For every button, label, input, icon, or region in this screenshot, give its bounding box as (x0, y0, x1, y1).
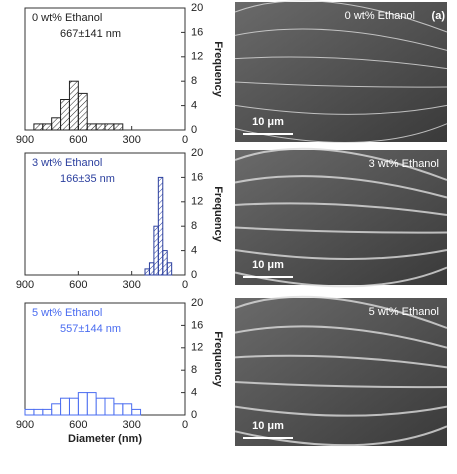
histogram-bar (51, 117, 62, 131)
plot-frame (24, 302, 186, 416)
x-tick-label: 600 (69, 419, 87, 431)
micrograph-label: 5 wt% Ethanol (369, 306, 439, 318)
y-tick-label: 0 (191, 409, 197, 421)
annotation: 166±35 nm (60, 173, 115, 185)
scale-bar-label: 10 μm (252, 116, 284, 128)
y-tick-label: 20 (191, 297, 203, 309)
y-tick-label: 8 (191, 75, 197, 87)
fiber (234, 325, 448, 349)
fiber (234, 381, 448, 389)
histogram-bar (157, 176, 164, 276)
y-tick-label: 16 (191, 26, 203, 38)
x-tick-label: 300 (122, 419, 140, 431)
fiber (234, 175, 448, 199)
x-tick-label: 0 (182, 419, 188, 431)
annotation: 557±144 nm (60, 323, 121, 335)
micrograph-label: 3 wt% Ethanol (369, 158, 439, 170)
histogram-bar (68, 80, 79, 131)
histogram-bar (95, 397, 106, 416)
y-axis-label: Frequency (212, 331, 224, 388)
histogram-bar (86, 392, 97, 416)
histogram-bar (33, 123, 44, 131)
scale-bar-label: 10 μm (252, 259, 284, 271)
histogram-bar (86, 123, 97, 131)
x-axis-label: Diameter (nm) (68, 433, 142, 445)
annotation: 0 wt% Ethanol (32, 12, 102, 24)
x-tick-label: 900 (16, 419, 34, 431)
x-tick-label: 600 (69, 134, 87, 146)
annotation: 667±141 nm (60, 28, 121, 40)
y-tick-label: 0 (191, 269, 197, 281)
histogram-bar (42, 123, 53, 131)
histogram-bar (60, 99, 70, 131)
fiber (234, 226, 448, 234)
x-tick-label: 600 (69, 279, 87, 291)
histogram-bar (95, 123, 106, 131)
histogram-bar (113, 123, 124, 131)
histogram-bar (148, 262, 155, 276)
y-tick-label: 16 (191, 171, 203, 183)
histogram-bar (113, 403, 124, 416)
y-tick-label: 20 (191, 147, 203, 159)
plot-frame (24, 7, 186, 131)
micrograph (235, 150, 447, 285)
histogram-bar (33, 408, 44, 416)
y-tick-label: 12 (191, 196, 203, 208)
fibers (234, 147, 448, 288)
histogram-bar (77, 392, 88, 416)
fiber (234, 104, 448, 115)
fiber (234, 266, 448, 288)
scale-bar-label: 10 μm (252, 420, 284, 432)
y-tick-label: 8 (191, 364, 197, 376)
fiber (234, 56, 448, 70)
fiber (234, 354, 448, 369)
x-tick-label: 900 (16, 279, 34, 291)
histogram-bar (131, 408, 142, 416)
y-tick-label: 4 (191, 100, 197, 112)
histogram-bar (104, 123, 115, 131)
fiber (234, 202, 448, 216)
fiber (234, 249, 448, 260)
y-axis-label: Frequency (212, 186, 224, 243)
x-tick-label: 300 (122, 134, 140, 146)
fiber (234, 147, 448, 181)
histogram-bar (162, 250, 168, 276)
fiber (234, 295, 448, 329)
y-tick-label: 4 (191, 387, 197, 399)
x-tick-label: 0 (182, 134, 188, 146)
y-tick-label: 0 (191, 124, 197, 136)
x-tick-label: 900 (16, 134, 34, 146)
histogram-bar (68, 397, 79, 416)
histogram-bar (166, 262, 173, 276)
histogram-bar (42, 408, 53, 416)
x-tick-label: 0 (182, 279, 188, 291)
panel-label: (a) (432, 10, 446, 22)
x-tick-label: 300 (122, 279, 140, 291)
fiber (234, 405, 448, 417)
histogram-bar (24, 408, 35, 416)
y-tick-label: 12 (191, 342, 203, 354)
annotation: 5 wt% Ethanol (32, 307, 102, 319)
y-tick-label: 12 (191, 51, 203, 63)
y-tick-label: 8 (191, 220, 197, 232)
histogram-bar (77, 92, 88, 131)
fiber (234, 0, 448, 33)
y-tick-label: 20 (191, 2, 203, 14)
y-tick-label: 16 (191, 319, 203, 331)
micrograph (235, 2, 447, 142)
histogram-bar (51, 403, 62, 416)
histogram-bar (144, 268, 150, 276)
fiber (234, 28, 448, 51)
histogram-bar (104, 397, 115, 416)
histogram-bar (122, 403, 133, 416)
histogram-bar (60, 397, 70, 416)
micrograph-label: 0 wt% Ethanol (345, 10, 415, 22)
histogram-bar (153, 225, 159, 276)
y-axis-label: Frequency (212, 41, 224, 98)
y-tick-label: 4 (191, 245, 197, 257)
micrograph (235, 298, 447, 446)
fiber (234, 81, 448, 88)
annotation: 3 wt% Ethanol (32, 157, 102, 169)
